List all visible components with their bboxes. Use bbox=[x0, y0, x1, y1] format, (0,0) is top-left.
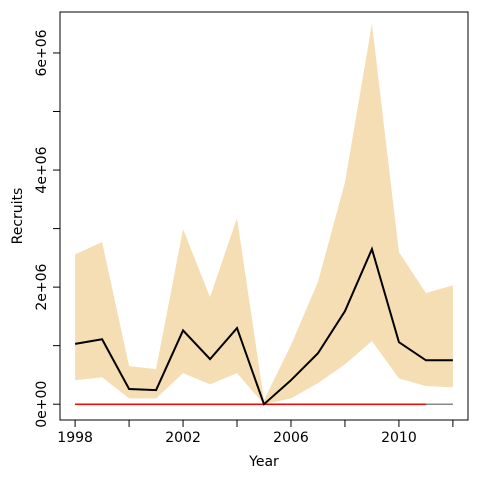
x-tick-label: 2006 bbox=[273, 430, 309, 446]
x-tick-label: 2002 bbox=[165, 430, 201, 446]
series-line bbox=[74, 246, 453, 406]
y-tick-label: 4e+06 bbox=[34, 146, 50, 193]
confidence-band bbox=[75, 23, 453, 405]
y-tick-label: 2e+06 bbox=[34, 264, 50, 311]
y-tick-label: 0e+00 bbox=[34, 381, 50, 428]
x-tick-label: 1998 bbox=[57, 430, 93, 446]
y-tick-label: 6e+06 bbox=[34, 29, 50, 76]
y-axis-label: Recruits bbox=[10, 188, 26, 245]
x-axis-label: Year bbox=[248, 454, 279, 470]
x-tick-label: 2010 bbox=[381, 430, 417, 446]
